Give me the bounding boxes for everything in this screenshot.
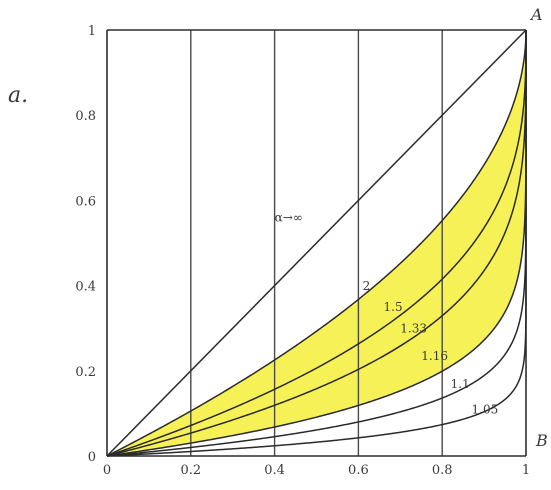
y-tick-label-1: 0.2 xyxy=(75,365,96,380)
series-line-1 xyxy=(106,30,527,457)
series-line-2 xyxy=(106,30,527,457)
series-line-4 xyxy=(106,30,527,457)
x-tick-label-3: 0.6 xyxy=(348,463,369,478)
y-tick-label-4: 0.8 xyxy=(75,109,96,124)
curve-label-3: 1.33 xyxy=(400,321,427,335)
y-tick-label-5: 1 xyxy=(88,24,96,39)
y-tick-label-0: 0 xyxy=(88,450,96,465)
shaded-band xyxy=(107,30,526,456)
curve-label-5: 1.1 xyxy=(451,377,470,391)
x-tick-label-2: 0.4 xyxy=(264,463,285,478)
x-tick-label-5: 1 xyxy=(522,463,530,478)
y-tick-label-3: 0.6 xyxy=(75,194,96,209)
series-line-6 xyxy=(106,30,527,457)
y-tick-label-2: 0.4 xyxy=(75,280,96,295)
x-tick-label-0: 0 xyxy=(103,463,111,478)
corner-label-a: A xyxy=(529,5,543,24)
x-tick-label-4: 0.8 xyxy=(432,463,453,478)
panel-label: a. xyxy=(8,83,28,108)
curve-label-6: 1.05 xyxy=(472,402,499,416)
curve-label-2: 1.5 xyxy=(384,300,403,314)
curve-label-1: 2 xyxy=(363,279,371,293)
curve-label-4: 1.16 xyxy=(421,349,448,363)
curve-label-0: α→∞ xyxy=(275,211,303,225)
x-tick-label-1: 0.2 xyxy=(180,463,201,478)
series-line-0 xyxy=(106,29,527,457)
series-line-5 xyxy=(106,30,527,457)
corner-label-b: B xyxy=(535,431,548,450)
series-line-3 xyxy=(106,30,527,457)
